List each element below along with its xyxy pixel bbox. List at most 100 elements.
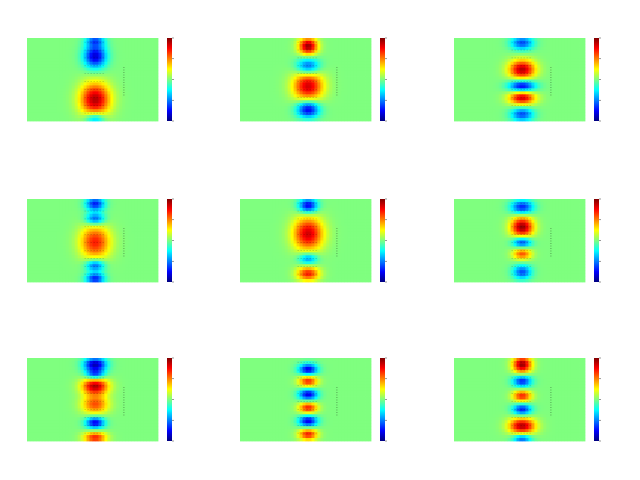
heatmap-cell bbox=[140, 118, 144, 122]
heatmap-cell bbox=[462, 88, 467, 92]
heatmap-cell bbox=[77, 38, 81, 42]
heatmap-cell bbox=[128, 204, 132, 209]
heatmap-cell bbox=[519, 67, 523, 71]
heatmap-cell bbox=[98, 97, 102, 101]
heatmap-cell bbox=[41, 261, 46, 265]
heatmap-cell bbox=[104, 228, 108, 232]
heatmap-cell bbox=[329, 46, 333, 51]
heatmap-cell bbox=[519, 103, 523, 107]
heatmap-cell bbox=[332, 118, 336, 122]
heatmap-cell bbox=[471, 100, 476, 104]
heatmap-cell bbox=[338, 38, 342, 42]
heatmap-cell bbox=[269, 64, 274, 69]
heatmap-cell bbox=[110, 199, 114, 203]
heatmap-cell bbox=[56, 199, 61, 203]
heatmap-cell bbox=[531, 100, 535, 104]
heatmap-cell bbox=[38, 243, 43, 247]
heatmap-cell bbox=[317, 38, 321, 42]
heatmap-cell bbox=[510, 88, 514, 92]
heatmap-cell bbox=[125, 225, 129, 230]
heatmap-cell bbox=[80, 112, 84, 116]
heatmap-cell bbox=[98, 243, 102, 247]
heatmap-cell bbox=[41, 264, 46, 268]
heatmap-cell bbox=[501, 85, 506, 89]
heatmap-cell bbox=[257, 52, 262, 57]
heatmap-cell bbox=[59, 237, 64, 241]
heatmap-cell bbox=[486, 58, 491, 63]
heatmap-cell bbox=[89, 109, 93, 113]
heatmap-cell bbox=[477, 52, 482, 57]
heatmap-cell bbox=[281, 55, 286, 60]
heatmap-cell bbox=[483, 109, 488, 113]
heatmap-cell bbox=[29, 279, 34, 283]
heatmap-cell bbox=[525, 94, 529, 98]
heatmap-cell bbox=[131, 49, 135, 54]
heatmap-cell bbox=[555, 118, 559, 122]
heatmap-cell bbox=[119, 40, 123, 45]
heatmap-cell bbox=[290, 115, 294, 119]
heatmap-cell bbox=[498, 103, 503, 107]
heatmap-cell bbox=[305, 64, 309, 69]
heatmap-cell bbox=[140, 40, 144, 45]
heatmap-cell bbox=[492, 82, 497, 86]
heatmap-cell bbox=[131, 109, 135, 113]
heatmap-cell bbox=[65, 252, 70, 256]
heatmap-cell bbox=[314, 70, 318, 74]
heatmap-cell bbox=[519, 40, 523, 45]
heatmap-cell bbox=[116, 100, 120, 104]
heatmap-cell bbox=[299, 82, 303, 86]
heatmap-cell bbox=[137, 70, 141, 74]
heatmap-cell bbox=[549, 82, 553, 86]
heatmap-cell bbox=[344, 38, 348, 42]
heatmap-cell bbox=[257, 94, 262, 98]
heatmap-cell bbox=[134, 216, 138, 221]
heatmap-cell bbox=[149, 219, 153, 224]
heatmap-cell bbox=[95, 279, 99, 283]
heatmap-cell bbox=[116, 106, 120, 110]
heatmap-cell bbox=[489, 64, 494, 69]
heatmap-cell bbox=[468, 100, 473, 104]
heatmap-cell bbox=[125, 279, 129, 283]
heatmap-cell bbox=[311, 79, 315, 83]
heatmap-cell bbox=[489, 103, 494, 107]
heatmap-cell bbox=[477, 79, 482, 83]
heatmap-cell bbox=[62, 210, 67, 215]
heatmap-cell bbox=[546, 49, 550, 54]
heatmap-cell bbox=[501, 91, 506, 95]
heatmap-cell bbox=[80, 201, 84, 206]
heatmap-cell bbox=[50, 273, 55, 277]
heatmap-cell bbox=[483, 76, 488, 80]
heatmap-cell bbox=[44, 210, 49, 215]
heatmap-cell bbox=[561, 46, 565, 51]
heatmap-cell bbox=[131, 88, 135, 92]
heatmap-cell bbox=[534, 109, 538, 113]
heatmap-cell bbox=[570, 82, 574, 86]
heatmap-cell bbox=[471, 76, 476, 80]
heatmap-cell bbox=[552, 103, 556, 107]
heatmap-cell bbox=[119, 46, 123, 51]
heatmap-cell bbox=[83, 55, 87, 60]
heatmap-cell bbox=[311, 91, 315, 95]
heatmap-cell bbox=[41, 255, 46, 259]
heatmap-cell bbox=[272, 94, 277, 98]
heatmap-cell bbox=[53, 97, 58, 101]
heatmap-cell bbox=[101, 246, 105, 250]
heatmap-cell bbox=[83, 106, 87, 110]
heatmap-cell bbox=[362, 49, 366, 54]
heatmap-cell bbox=[38, 85, 43, 89]
heatmap-cell bbox=[41, 219, 46, 224]
heatmap-cell bbox=[38, 61, 43, 66]
heatmap-cell bbox=[77, 249, 81, 253]
heatmap-cell bbox=[53, 240, 58, 244]
heatmap-cell bbox=[465, 40, 470, 45]
heatmap-cell bbox=[474, 67, 479, 71]
heatmap-cell bbox=[495, 109, 500, 113]
heatmap-cell bbox=[143, 276, 147, 280]
heatmap-cell bbox=[537, 38, 541, 42]
heatmap-cell bbox=[335, 40, 339, 45]
heatmap-cell bbox=[275, 115, 280, 119]
heatmap-cell bbox=[454, 109, 458, 113]
heatmap-cell bbox=[125, 38, 129, 42]
heatmap-cell bbox=[29, 243, 34, 247]
heatmap-cell bbox=[50, 112, 55, 116]
